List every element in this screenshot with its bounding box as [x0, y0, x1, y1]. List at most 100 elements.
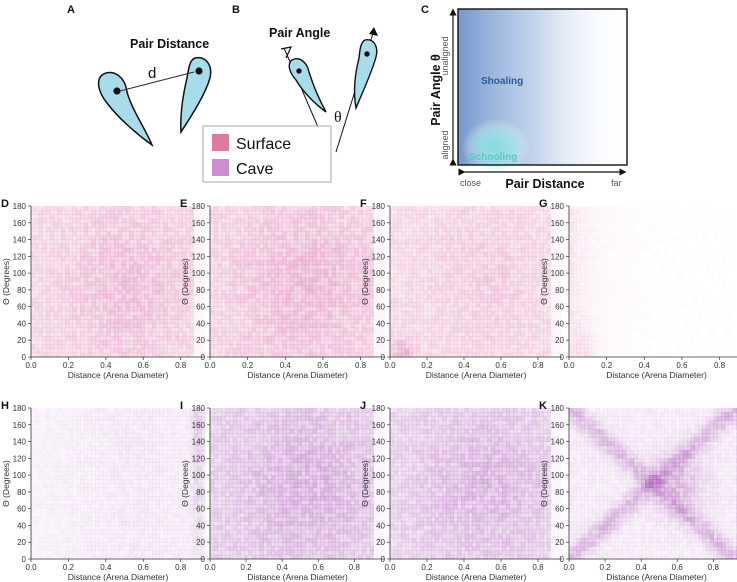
heatmap-cell — [186, 214, 191, 219]
heatmap-cell — [297, 348, 302, 354]
heatmap-cell — [236, 315, 241, 320]
heatmap-cell — [381, 344, 386, 350]
heatmap-cell — [221, 264, 226, 270]
heatmap-cell — [189, 344, 195, 350]
heatmap-cell — [513, 268, 518, 274]
heatmap-cell — [61, 214, 66, 219]
heatmap-cell — [72, 243, 77, 249]
heatmap-cell — [182, 285, 187, 291]
heatmap-cell — [87, 260, 92, 266]
heatmap-cell — [38, 298, 43, 303]
heatmap-cell — [197, 256, 202, 261]
heatmap-cell — [210, 235, 215, 240]
heatmap-cell — [72, 344, 77, 350]
heatmap-cell — [397, 340, 402, 345]
heatmap-cell — [99, 281, 104, 287]
heatmap-cell — [494, 239, 499, 245]
heatmap-cell — [419, 323, 425, 329]
heatmap-cell — [502, 302, 507, 308]
heatmap-cell — [46, 252, 51, 257]
heatmap-cell — [301, 310, 306, 316]
heatmap-cell — [106, 247, 111, 253]
heatmap-cell — [487, 218, 492, 224]
heatmap-cell — [509, 281, 514, 287]
heatmap-cell — [232, 218, 238, 224]
heatmap-cell — [397, 352, 402, 358]
heatmap-cell — [373, 231, 378, 236]
heatmap-cell — [293, 340, 298, 345]
heatmap-cell — [189, 294, 195, 299]
heatmap-cell — [178, 306, 183, 312]
heatmap-cell — [178, 302, 183, 308]
heatmap-cell — [524, 298, 529, 303]
heatmap-cell — [57, 247, 62, 253]
heatmap-cell — [106, 340, 111, 345]
heatmap-cell — [121, 214, 126, 219]
heatmap-cell — [76, 243, 81, 249]
heatmap-cell — [442, 210, 447, 215]
heatmap-cell — [453, 336, 458, 341]
heatmap-cell — [479, 231, 484, 236]
heatmap-cell — [110, 315, 115, 320]
heatmap-cell — [373, 260, 378, 266]
heatmap-cell — [427, 218, 432, 224]
heatmap-cell — [354, 352, 359, 358]
heatmap-cell — [453, 327, 458, 333]
heatmap-cell — [494, 298, 499, 303]
heatmap-cell — [289, 218, 295, 224]
heatmap-cell — [457, 306, 462, 312]
heatmap-cell — [182, 323, 187, 329]
heatmap-cell — [408, 323, 413, 329]
panel-label-a: A — [67, 4, 75, 16]
heatmap-cell — [174, 226, 179, 232]
heatmap-cell — [320, 289, 325, 295]
heatmap-cell — [461, 222, 466, 228]
heatmap-cell — [431, 352, 436, 358]
heatmap-cell — [369, 268, 374, 274]
heatmap-cell — [167, 268, 172, 274]
heatmap-cell — [408, 285, 413, 291]
heatmap-cell — [505, 243, 511, 249]
heatmap-cell — [377, 256, 382, 261]
heatmap-cell — [167, 260, 172, 266]
heatmap-cell — [520, 327, 526, 333]
heatmap-cell — [102, 285, 108, 291]
heatmap-cell — [61, 344, 66, 350]
heatmap-cell — [278, 206, 283, 211]
heatmap-cell — [472, 210, 477, 215]
heatmap-cell — [327, 352, 333, 358]
heatmap-cell — [217, 252, 222, 257]
heatmap-cell — [87, 327, 92, 333]
heatmap-cell — [464, 323, 469, 329]
heatmap-cell — [404, 281, 410, 287]
heatmap-cell — [404, 226, 410, 232]
heatmap-cell — [532, 206, 537, 211]
heatmap-cell — [251, 247, 257, 253]
heatmap-cell — [76, 206, 81, 211]
heatmap-cell — [490, 294, 496, 299]
heatmap-cell — [416, 289, 421, 295]
heatmap-cell — [457, 218, 462, 224]
heatmap-cell — [494, 268, 499, 274]
heatmap-cell — [174, 348, 179, 354]
heatmap-cell — [442, 285, 447, 291]
heatmap-cell — [524, 352, 529, 358]
heatmap-cell — [49, 289, 55, 295]
heatmap-cell — [358, 323, 363, 329]
heatmap-cell — [434, 247, 440, 253]
heatmap-cell — [305, 336, 310, 341]
heatmap-cell — [140, 264, 145, 270]
heatmap-cell — [193, 264, 198, 270]
heatmap-cell — [189, 319, 195, 324]
heatmap-cell — [38, 226, 43, 232]
heatmap-cell — [528, 336, 533, 341]
heatmap-cell — [505, 206, 511, 211]
heatmap-cell — [213, 352, 218, 358]
heatmap-cell — [316, 281, 321, 287]
heatmap-cell — [308, 252, 314, 257]
heatmap-cell — [110, 344, 115, 350]
heatmap-cell — [178, 323, 183, 329]
heatmap-cell — [38, 247, 43, 253]
heatmap-cell — [68, 285, 74, 291]
heatmap-cell — [431, 218, 436, 224]
